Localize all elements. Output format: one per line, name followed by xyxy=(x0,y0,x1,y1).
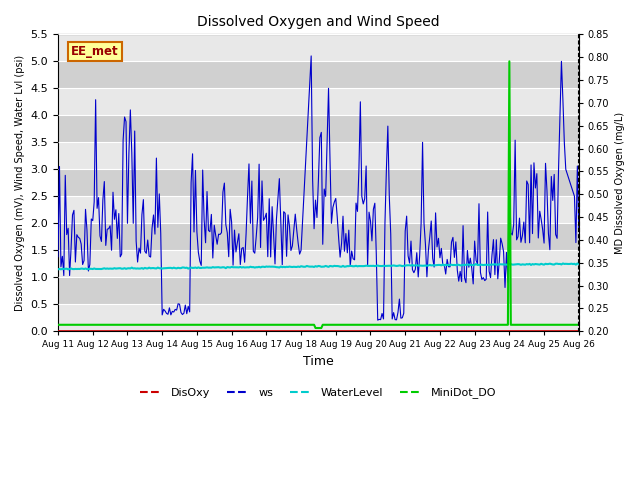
Bar xyxy=(58,35,579,61)
Title: Dissolved Oxygen and Wind Speed: Dissolved Oxygen and Wind Speed xyxy=(197,15,440,29)
Bar xyxy=(58,277,579,304)
X-axis label: Time: Time xyxy=(303,355,334,368)
Text: EE_met: EE_met xyxy=(71,45,118,58)
Bar xyxy=(58,115,579,142)
Legend: DisOxy, ws, WaterLevel, MiniDot_DO: DisOxy, ws, WaterLevel, MiniDot_DO xyxy=(136,383,501,403)
Y-axis label: Dissolved Oxygen (mV), Wind Speed, Water Lvl (psi): Dissolved Oxygen (mV), Wind Speed, Water… xyxy=(15,55,25,311)
Y-axis label: MD Dissolved Oxygen (mg/L): MD Dissolved Oxygen (mg/L) xyxy=(615,112,625,254)
Bar xyxy=(58,250,579,277)
Bar xyxy=(58,304,579,331)
Bar xyxy=(58,142,579,169)
Bar xyxy=(58,88,579,115)
Bar xyxy=(58,169,579,196)
Bar xyxy=(58,223,579,250)
Bar xyxy=(58,61,579,88)
Bar xyxy=(58,196,579,223)
